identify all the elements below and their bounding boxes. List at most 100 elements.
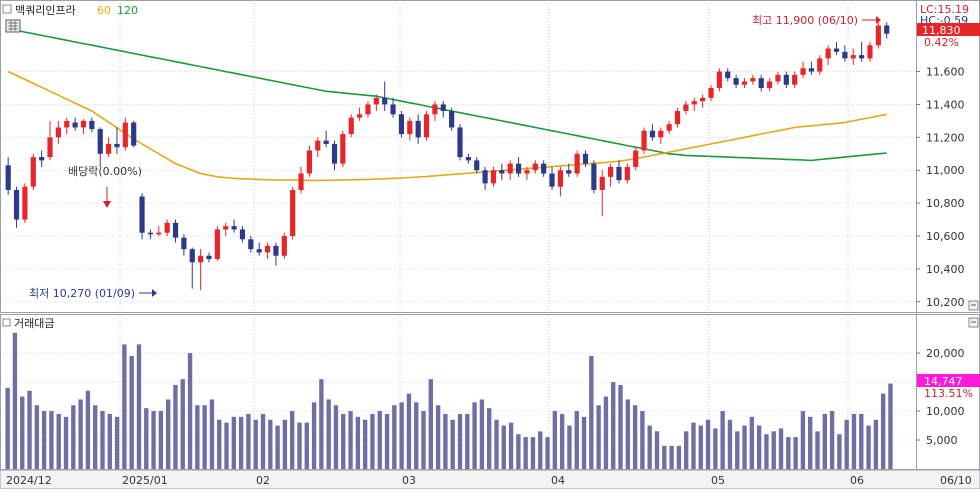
x-tick-label: 04 bbox=[551, 474, 565, 487]
volume-bar bbox=[465, 413, 470, 469]
candle-body bbox=[13, 189, 20, 220]
volume-bar bbox=[625, 399, 630, 469]
x-tick-label: 2025/01 bbox=[122, 474, 168, 487]
volume-bar bbox=[589, 355, 594, 469]
volume-bar bbox=[238, 416, 244, 469]
candle-body bbox=[691, 101, 697, 105]
price-tick-label: 10,600 bbox=[926, 230, 965, 243]
candle-body bbox=[156, 232, 162, 235]
candle-body bbox=[549, 173, 555, 187]
volume-bar bbox=[618, 384, 623, 469]
volume-bar bbox=[311, 402, 317, 469]
volume-bar bbox=[479, 399, 485, 469]
candle-body bbox=[557, 170, 563, 187]
volume-bar bbox=[735, 431, 740, 469]
volume-bar bbox=[114, 416, 120, 469]
volume-bar bbox=[844, 419, 849, 469]
volume-bar bbox=[217, 419, 222, 469]
volume-bar bbox=[260, 413, 266, 469]
change-pct-label: 0.42% bbox=[924, 36, 959, 49]
volume-bar bbox=[41, 411, 47, 469]
candle-body bbox=[432, 104, 438, 115]
volume-bar bbox=[559, 413, 565, 469]
volume-bar bbox=[333, 405, 339, 469]
price-panel-menu-icon[interactable] bbox=[2, 4, 12, 14]
volume-bar bbox=[27, 390, 32, 469]
low-arrowhead bbox=[152, 289, 157, 297]
candle-body bbox=[766, 81, 773, 88]
volume-bar bbox=[808, 416, 813, 469]
candle-body bbox=[398, 114, 405, 135]
candle-body bbox=[683, 104, 689, 112]
candle-body bbox=[842, 51, 848, 59]
candle-body bbox=[390, 104, 396, 115]
volume-bar bbox=[282, 419, 288, 469]
volume-bar bbox=[231, 416, 237, 469]
candle-body bbox=[490, 170, 497, 184]
volume-bar bbox=[122, 344, 127, 469]
candle-body bbox=[674, 111, 681, 125]
volume-bar bbox=[399, 402, 404, 469]
volume-bar bbox=[567, 425, 572, 469]
volume-bar bbox=[12, 332, 18, 469]
volume-bar bbox=[268, 419, 273, 469]
volume-bar bbox=[421, 411, 426, 469]
candle-body bbox=[97, 129, 103, 154]
volume-bar bbox=[472, 402, 477, 469]
volume-bar bbox=[56, 413, 61, 469]
high-arrowhead bbox=[876, 16, 881, 24]
volume-bar bbox=[676, 445, 682, 469]
volume-panel-menu-icon[interactable] bbox=[2, 318, 11, 327]
volume-bar bbox=[596, 405, 601, 469]
candle-body bbox=[850, 55, 856, 59]
candle-body bbox=[331, 143, 338, 164]
candle-body bbox=[281, 236, 287, 256]
candle-body bbox=[407, 120, 413, 135]
candle-body bbox=[457, 127, 463, 158]
price-tick-label: 10,200 bbox=[926, 296, 965, 309]
volume-bar bbox=[632, 405, 638, 469]
x-tick-label: 05 bbox=[711, 474, 725, 487]
volume-bar bbox=[435, 405, 441, 469]
candle-body bbox=[72, 122, 78, 128]
volume-bar bbox=[545, 437, 550, 469]
candle-body bbox=[198, 255, 204, 263]
volume-bar bbox=[355, 416, 361, 469]
volume-bar bbox=[742, 425, 747, 469]
candle-body bbox=[423, 114, 430, 138]
volume-bar bbox=[778, 428, 784, 469]
volume-bar bbox=[530, 437, 536, 469]
candle-body bbox=[725, 71, 731, 79]
volume-bar bbox=[326, 399, 331, 469]
candle-body bbox=[206, 255, 212, 260]
volume-bar bbox=[837, 434, 842, 469]
candle-body bbox=[465, 157, 471, 161]
volume-bar bbox=[450, 419, 455, 469]
candle-body bbox=[47, 137, 53, 158]
volume-bar bbox=[20, 396, 25, 469]
candle-body bbox=[733, 78, 739, 85]
candle-body bbox=[214, 229, 220, 260]
candle-body bbox=[474, 160, 480, 171]
candle-body bbox=[357, 114, 363, 118]
candle-body bbox=[624, 166, 630, 181]
volume-bar bbox=[654, 431, 660, 469]
candle-body bbox=[340, 134, 346, 164]
volume-bar bbox=[749, 416, 755, 469]
candle-body bbox=[825, 48, 831, 59]
x-tick-label: 06 bbox=[850, 474, 864, 487]
candle-body bbox=[608, 166, 614, 177]
candle-body bbox=[708, 88, 714, 98]
dividend-annotation: 배당락(0.00%) bbox=[68, 165, 142, 178]
ma120-legend: 120 bbox=[117, 4, 138, 17]
volume-bar bbox=[348, 411, 353, 469]
candle-body bbox=[758, 78, 764, 88]
volume-bar bbox=[727, 419, 733, 469]
volume-bar bbox=[647, 425, 652, 469]
candle-body bbox=[716, 71, 722, 88]
candle-body bbox=[783, 74, 789, 85]
volume-bar bbox=[275, 425, 280, 469]
volume-bar bbox=[297, 422, 302, 469]
candle-body bbox=[515, 163, 522, 174]
volume-bar bbox=[93, 405, 98, 469]
